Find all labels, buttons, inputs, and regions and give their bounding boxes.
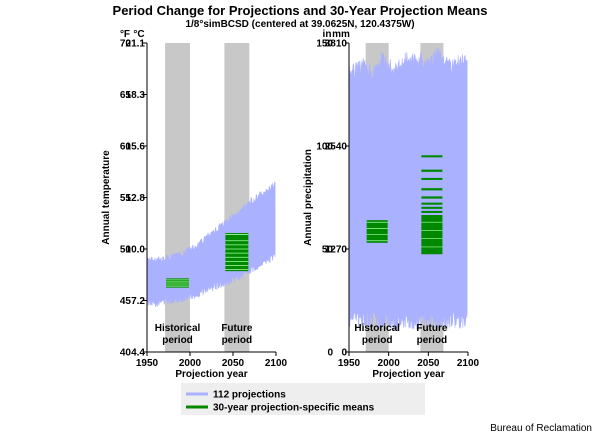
chart-title: Period Change for Projections and 30-Yea… xyxy=(112,3,488,18)
historical-means-block xyxy=(366,220,388,243)
y-tick-label-secondary: 12.8 xyxy=(126,193,146,204)
projection-band xyxy=(348,47,468,332)
y-tick-label-secondary: 2540 xyxy=(325,142,348,153)
future-period-label: period xyxy=(417,335,448,346)
y-tick-label: 40 xyxy=(120,348,132,359)
y-tick-label-secondary: 1270 xyxy=(325,245,348,256)
y-tick-label-secondary: 0 xyxy=(341,348,347,359)
projection-band xyxy=(146,180,276,308)
y-unit-left: in xyxy=(323,29,332,40)
y-unit-left: °F xyxy=(120,29,130,40)
legend-label: 30-year projection-specific means xyxy=(213,403,375,414)
y-tick-label-secondary: 4.4 xyxy=(131,348,145,359)
x-tick-label: 2100 xyxy=(265,358,288,369)
legend: 112 projections 30-year projection-specif… xyxy=(181,383,425,415)
x-axis-label: Projection year xyxy=(175,369,247,380)
credit-text: Bureau of Reclamation xyxy=(490,423,592,434)
y-tick-label: 50 xyxy=(322,245,334,256)
x-tick-label: 2000 xyxy=(378,358,401,369)
y-tick-label: 45 xyxy=(120,296,132,307)
y-tick-label: 50 xyxy=(120,245,132,256)
y-tick-label: 55 xyxy=(120,193,132,204)
y-tick-label: 150 xyxy=(316,39,333,50)
y-tick-label-secondary: 7.2 xyxy=(131,296,145,307)
x-tick-label: 1950 xyxy=(136,358,159,369)
chart-subtitle: 1/8°simBCSD (centered at 39.0625N, 120.4… xyxy=(185,19,415,30)
y-tick-label-secondary: 3810 xyxy=(325,39,348,50)
historical-period-label: period xyxy=(362,335,393,346)
x-axis-label: Projection year xyxy=(372,369,444,380)
legend-label: 112 projections xyxy=(213,390,286,401)
y-axis-label: Annual temperature xyxy=(101,150,112,245)
future-period-label: Future xyxy=(416,323,448,334)
x-tick-label: 2050 xyxy=(417,358,440,369)
future-period-shade xyxy=(224,43,250,352)
y-tick-label: 65 xyxy=(120,90,132,101)
future-means-block xyxy=(421,216,443,254)
y-tick-label-secondary: 15.6 xyxy=(126,142,146,153)
y-tick-label-secondary: 10.0 xyxy=(126,245,146,256)
y-axis-label: Annual precipitation xyxy=(303,149,314,246)
x-tick-label: 2000 xyxy=(179,358,202,369)
y-tick-label: 100 xyxy=(316,142,333,153)
y-unit-right: mm xyxy=(332,29,350,40)
y-unit-right: °C xyxy=(133,29,144,40)
y-tick-label-secondary: 21.1 xyxy=(126,39,146,50)
future-period-label: period xyxy=(222,335,253,346)
y-tick-label: 60 xyxy=(120,142,132,153)
future-period-label: Future xyxy=(221,323,253,334)
historical-period-label: Historical xyxy=(354,323,400,334)
y-tick-label: 0 xyxy=(327,348,333,359)
legend-box xyxy=(181,383,425,415)
x-tick-label: 2050 xyxy=(222,358,245,369)
y-tick-label-secondary: 18.3 xyxy=(126,90,146,101)
historical-period-label: period xyxy=(162,335,193,346)
x-tick-label: 2100 xyxy=(457,358,480,369)
historical-period-label: Historical xyxy=(155,323,201,334)
x-tick-label: 1950 xyxy=(338,358,361,369)
historical-period-shade xyxy=(165,43,190,352)
y-tick-label: 70 xyxy=(120,39,132,50)
